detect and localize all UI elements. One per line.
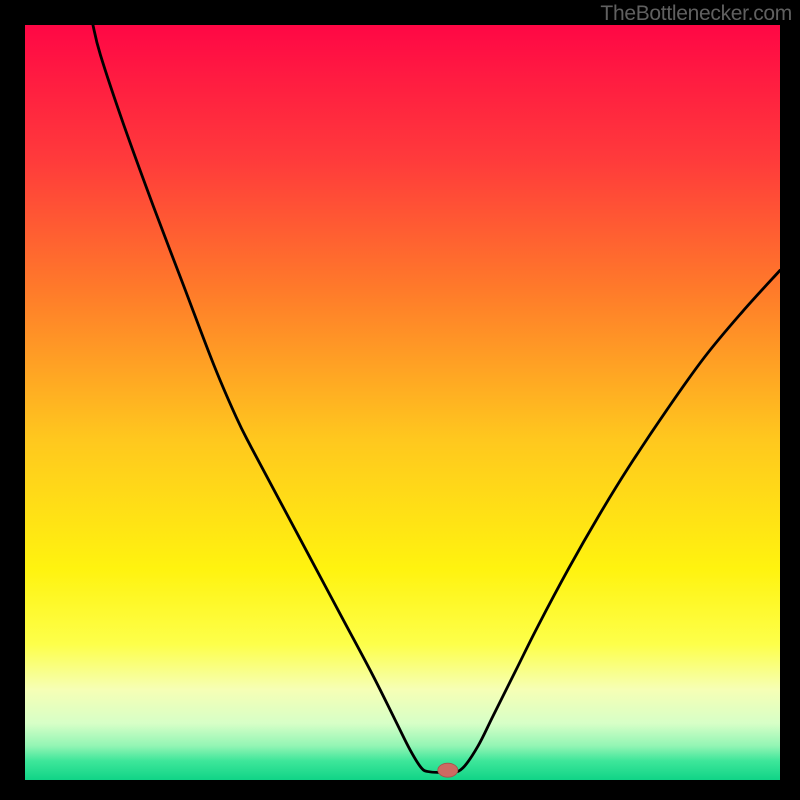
chart-svg — [25, 25, 780, 780]
plot-area — [25, 25, 780, 780]
gradient-background — [25, 25, 780, 780]
watermark-label: TheBottlenecker.com — [600, 2, 792, 26]
chart-container: TheBottlenecker.com — [0, 0, 800, 800]
optimal-point-marker — [438, 763, 458, 777]
